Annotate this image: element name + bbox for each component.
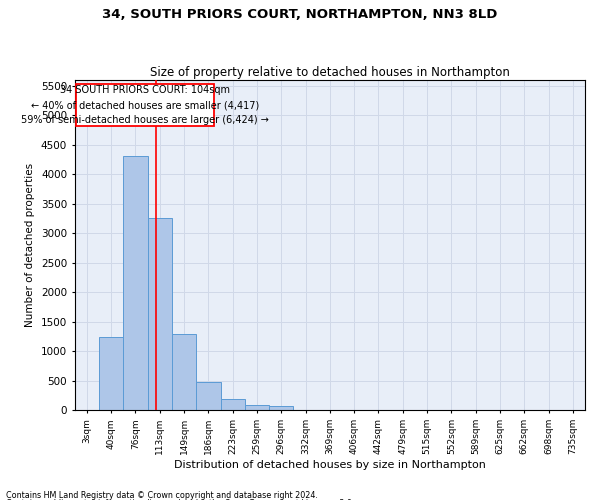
Bar	[148, 218, 172, 410]
Text: Contains HM Land Registry data © Crown copyright and database right 2024.: Contains HM Land Registry data © Crown c…	[6, 490, 318, 500]
Title: Size of property relative to detached houses in Northampton: Size of property relative to detached ho…	[150, 66, 510, 78]
Bar	[221, 398, 245, 410]
Bar	[172, 334, 196, 410]
Bar	[99, 336, 124, 410]
Text: Contains public sector information licensed under the Open Government Licence v3: Contains public sector information licen…	[6, 499, 355, 500]
Bar	[124, 156, 148, 410]
Bar	[269, 406, 293, 410]
Text: 34, SOUTH PRIORS COURT, NORTHAMPTON, NN3 8LD: 34, SOUTH PRIORS COURT, NORTHAMPTON, NN3…	[103, 8, 497, 20]
Text: 34 SOUTH PRIORS COURT: 104sqm
← 40% of detached houses are smaller (4,417)
59% o: 34 SOUTH PRIORS COURT: 104sqm ← 40% of d…	[21, 86, 269, 125]
X-axis label: Distribution of detached houses by size in Northampton: Distribution of detached houses by size …	[174, 460, 486, 470]
Bar	[196, 382, 221, 410]
Y-axis label: Number of detached properties: Number of detached properties	[25, 163, 35, 327]
Bar	[245, 404, 269, 410]
FancyBboxPatch shape	[76, 84, 214, 126]
